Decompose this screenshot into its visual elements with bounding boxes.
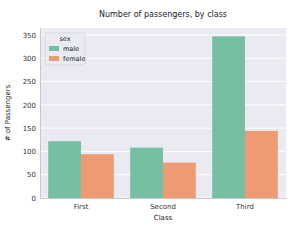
legend-box (45, 33, 85, 65)
y-tick-label: 200 (23, 102, 36, 110)
y-tick: 200 (23, 102, 40, 110)
title: Number of passengers, by class (99, 10, 227, 19)
y-tick: 50 (27, 171, 40, 179)
y-axis-title: # of Passengers (4, 84, 12, 141)
y-axis-line (40, 29, 41, 199)
plot-background (40, 28, 286, 198)
y-tick: 300 (23, 55, 40, 63)
bar (212, 36, 245, 198)
bar (81, 154, 114, 198)
y-tick-label: 350 (23, 32, 36, 40)
y-tick-label: 300 (23, 55, 36, 63)
grid-line (40, 81, 286, 82)
y-tick: 100 (23, 148, 40, 156)
x-tick: First (74, 203, 89, 211)
bar (245, 131, 278, 198)
y-axis: 0 50 100 150 200 250 300 350 (23, 29, 41, 203)
x-axis: First Second Third (41, 199, 287, 211)
plot: 0 50 100 150 200 250 300 350 First Second Third sex… (23, 28, 287, 211)
x-axis-title: Class (154, 214, 173, 222)
legend-swatch (49, 46, 59, 51)
x-tick: Third (235, 203, 254, 211)
y-tick-label: 0 (32, 195, 36, 203)
legend-label: female (63, 55, 85, 63)
y-tick-label: 50 (27, 171, 36, 179)
y-tick-label: 250 (23, 78, 36, 86)
y-tick: 150 (23, 125, 40, 133)
y-tick-label: 100 (23, 148, 36, 156)
grid-line (40, 128, 286, 129)
y-tick: 0 (32, 195, 40, 203)
x-tick-label: Third (235, 203, 254, 211)
legend-title: sex (59, 35, 70, 43)
bar (130, 148, 163, 198)
x-tick-label: First (74, 203, 89, 211)
x-axis-line (41, 198, 287, 199)
y-tick: 350 (23, 32, 40, 40)
y-tick: 250 (23, 78, 40, 86)
legend-label: male (63, 45, 79, 53)
bar (163, 163, 196, 198)
x-tick: Second (150, 203, 176, 211)
bar (48, 141, 81, 198)
grid-line (40, 104, 286, 105)
bars (48, 36, 278, 198)
y-tick-label: 150 (23, 125, 36, 133)
legend-swatch (49, 56, 59, 61)
grid (40, 35, 286, 198)
legend: sex male female (45, 33, 85, 65)
x-tick-label: Second (150, 203, 176, 211)
chart: 0 50 100 150 200 250 300 350 First Second Third sex… (0, 0, 300, 225)
